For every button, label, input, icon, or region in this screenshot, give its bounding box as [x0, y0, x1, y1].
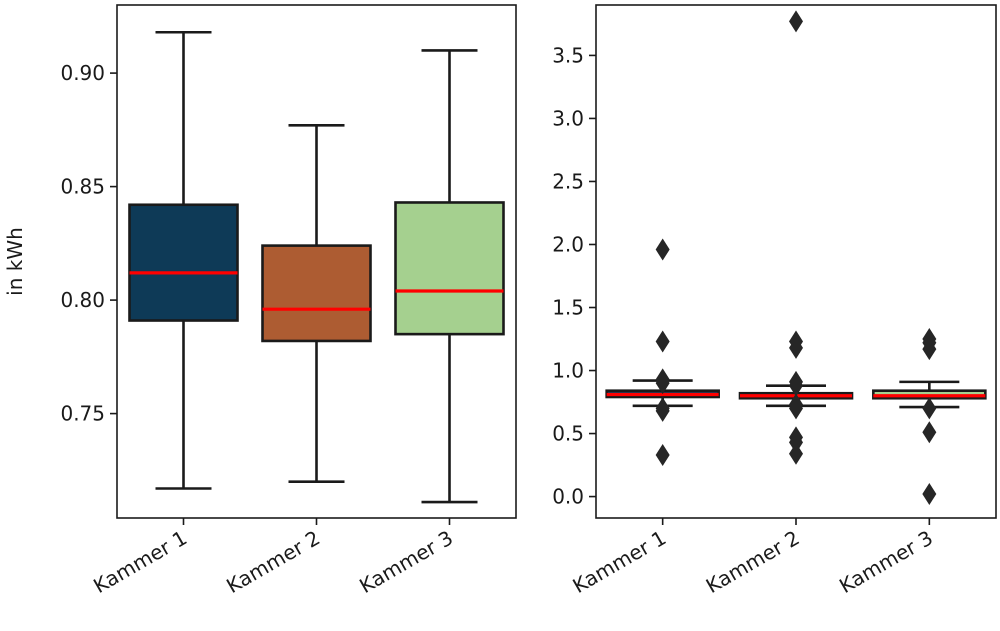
y-tick-label: 1.0: [552, 359, 584, 383]
y-tick-label: 3.0: [552, 106, 584, 130]
panel-right-boxplot-with-outliers: 0.0 0.5 1.0 1.5 2.0 2.5 3.0 3.5 Kammer 1 Kammer 2…: [552, 4, 997, 599]
outlier-marker: [922, 397, 937, 420]
outlier-marker: [789, 442, 803, 465]
x-tick-label: Kammer 3: [355, 526, 457, 599]
x-tick-label: Kammer 3: [835, 526, 937, 599]
y-tick-label: 0.0: [552, 485, 584, 509]
y-tick-label: 2.5: [552, 169, 584, 193]
outlier-marker: [789, 10, 803, 33]
panel-left-boxplot: 0.75 0.80 0.85 0.90 Kammer 1 Kammer 2 Kammer 3…: [3, 4, 517, 599]
y-tick-label: 0.5: [552, 422, 584, 446]
y-tick-label: 1.5: [552, 296, 584, 320]
outlier-marker: [655, 399, 670, 422]
box-group-2: [738, 10, 854, 465]
outlier-marker: [789, 397, 803, 420]
y-tick-label: 0.75: [60, 402, 105, 426]
outlier-marker: [789, 336, 803, 359]
box-group-3: [394, 49, 505, 504]
outlier-marker: [922, 483, 937, 506]
box-group-3: [872, 328, 987, 506]
plot-frame: [595, 4, 997, 519]
iqr-box: [128, 203, 239, 322]
outlier-marker: [655, 372, 670, 395]
plot-frame: [116, 4, 517, 519]
box-group-1: [605, 238, 720, 466]
x-tick-label: Kammer 1: [89, 526, 191, 599]
box-group-2: [261, 124, 372, 483]
iqr-box: [394, 201, 505, 336]
x-tick-label: Kammer 2: [222, 526, 324, 599]
y-tick-label: 0.80: [60, 288, 105, 312]
outlier-marker: [655, 330, 670, 353]
y-axis-label: in kWh: [3, 227, 27, 296]
x-tick-label: Kammer 1: [568, 526, 670, 599]
y-tick-label: 2.0: [552, 232, 584, 256]
outlier-marker: [789, 374, 803, 397]
outlier-marker: [922, 421, 937, 444]
outlier-marker: [922, 338, 937, 361]
y-tick-label: 3.5: [552, 43, 584, 67]
y-tick-label: 0.90: [60, 61, 105, 85]
box-group-1: [128, 30, 239, 490]
iqr-box: [261, 244, 372, 343]
outlier-marker: [655, 443, 670, 466]
outlier-marker: [789, 431, 803, 454]
y-tick-label: 0.85: [60, 175, 105, 199]
x-tick-label: Kammer 2: [702, 526, 804, 599]
outlier-marker: [655, 238, 670, 261]
